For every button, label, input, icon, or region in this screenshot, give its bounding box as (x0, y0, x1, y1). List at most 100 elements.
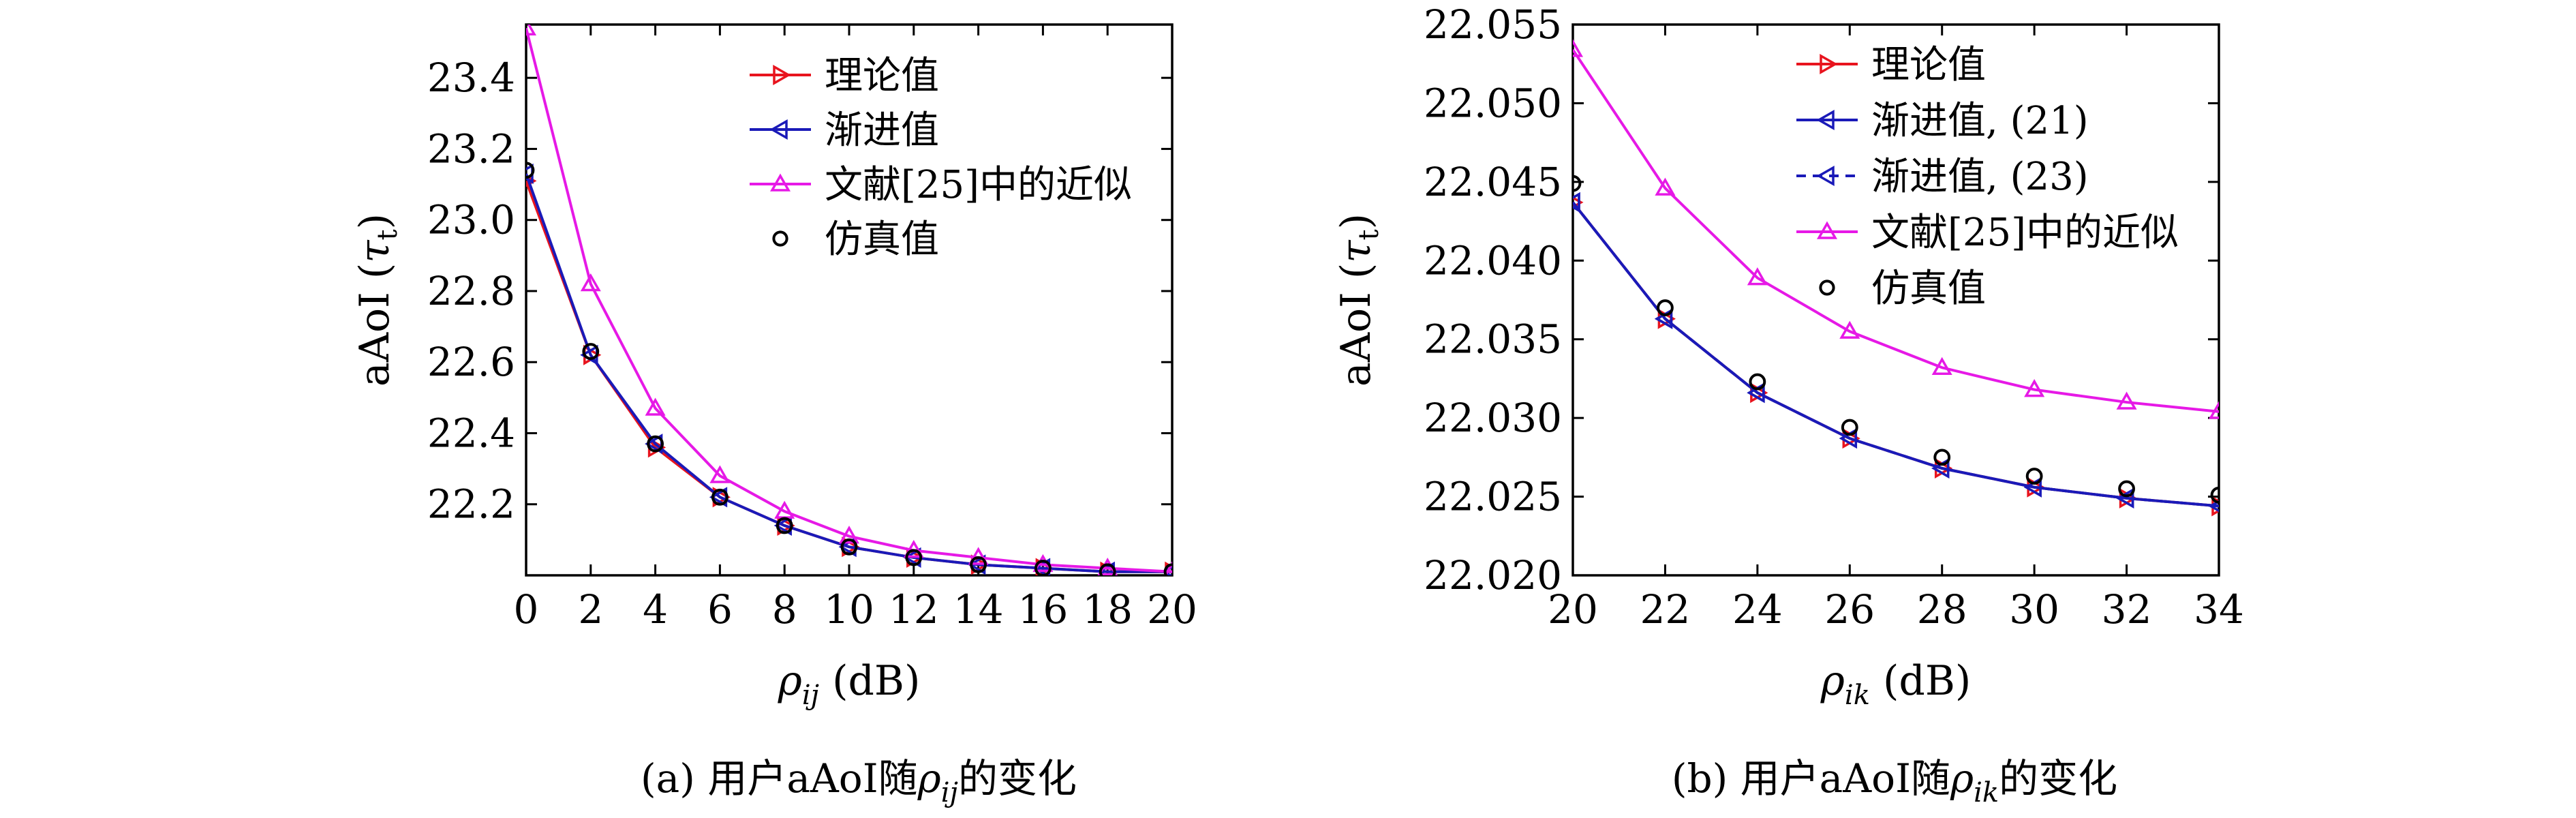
x-tick-label: 28 (1917, 586, 1967, 633)
data-point (1839, 320, 1860, 339)
data-point (968, 547, 989, 565)
data-point (1163, 563, 1172, 575)
y-tick-label: 22.055 (1424, 1, 1562, 48)
x-tick-label: 30 (2009, 586, 2059, 633)
series-line (1573, 48, 2219, 413)
data-point (903, 539, 924, 558)
caption-prefix: (a) 用户aAoI随 (641, 755, 918, 802)
series-line (1573, 201, 2219, 508)
x-axis-title: ρik (dB) (1820, 657, 1972, 711)
x-tick-label: 12 (889, 586, 939, 633)
x-axis-subscript: ik (1845, 680, 1870, 711)
x-tick-label: 2 (578, 586, 603, 633)
data-point (838, 526, 860, 544)
legend-entry: 仿真值 (1819, 267, 1986, 311)
x-tick-label: 10 (824, 586, 874, 633)
data-point (709, 465, 731, 483)
data-point (1841, 419, 1858, 436)
legend-marker (769, 119, 788, 140)
y-tick-label: 23.2 (427, 125, 515, 172)
data-point (1034, 560, 1052, 575)
caption-subscript: ik (1974, 777, 1999, 808)
caption-suffix: 的变化 (1999, 755, 2117, 802)
data-point (1933, 449, 1951, 466)
y-tick-label: 22.030 (1424, 395, 1562, 441)
legend-entry: 渐进值 (750, 108, 939, 153)
data-point (1573, 175, 1582, 192)
plot-frame (1571, 23, 2220, 577)
x-axis-subscript: ij (802, 680, 819, 711)
legend-entry: 渐进值, (23) (1796, 155, 2089, 199)
x-tick-label: 20 (1548, 586, 1598, 633)
y-axis-subscript: t (1353, 229, 1385, 240)
x-axis-symbol: ρ (778, 657, 802, 705)
legend-entry: 文献[25]中的近似 (1796, 211, 2179, 255)
plot-frame (525, 23, 1174, 577)
series-item-4 (1573, 175, 2219, 504)
data-point (1164, 561, 1172, 575)
data-point (580, 273, 601, 292)
y-axis-title: aAoI (τt) (1332, 213, 1385, 387)
data-point (1573, 39, 1584, 57)
legend-label: 渐进值, (23) (1871, 155, 2089, 199)
legend-marker (1816, 165, 1835, 187)
legend-label: 文献[25]中的近似 (825, 163, 1132, 207)
x-axis-unit: (dB) (819, 657, 920, 705)
y-axis-text: aAoI ( (1332, 263, 1380, 387)
x-tick-label: 0 (514, 586, 539, 633)
legend-entry: 渐进值, (21) (1796, 99, 2089, 143)
legend-marker (1819, 279, 1835, 296)
series-25-3 (1573, 39, 2219, 419)
x-tick-label: 26 (1824, 586, 1875, 633)
x-tick-label: 6 (707, 586, 733, 633)
legend-label: 仿真值 (825, 217, 939, 262)
x-tick-label: 4 (643, 586, 668, 633)
data-point (1931, 357, 1952, 376)
plot-area (526, 25, 1172, 575)
data-point (1657, 299, 1674, 316)
y-tick-label: 22.6 (427, 339, 515, 385)
y-tick-label: 22.025 (1424, 474, 1562, 520)
data-point (970, 556, 987, 573)
x-axis-unit: (dB) (1870, 657, 1971, 705)
panel-caption: (b) 用户aAoI随ρik的变化 (1672, 755, 2117, 808)
data-point (2116, 391, 2137, 410)
y-axis-subscript: t (372, 229, 403, 240)
series-item-3 (526, 162, 1172, 575)
x-tick-label: 22 (1640, 586, 1691, 633)
legend-entry: 仿真值 (772, 217, 939, 262)
series-25-2 (526, 25, 1172, 575)
x-tick-label: 18 (1082, 586, 1133, 633)
legend-label: 理论值 (1871, 43, 1986, 87)
data-point (2210, 486, 2219, 504)
y-tick-label: 22.8 (427, 268, 515, 314)
x-tick-label: 16 (1017, 586, 1068, 633)
data-point (2025, 468, 2043, 485)
caption-subscript: ij (941, 777, 958, 808)
x-tick-label: 32 (2102, 586, 2152, 633)
data-point (776, 517, 793, 534)
legend-label: 文献[25]中的近似 (1871, 211, 2179, 255)
series-line (526, 173, 1172, 573)
x-tick-label: 34 (2194, 586, 2244, 633)
data-point (1747, 267, 1768, 286)
legend-marker (772, 230, 788, 247)
data-point (1573, 192, 1580, 213)
legend-marker (1816, 221, 1838, 239)
y-tick-label: 22.045 (1424, 159, 1562, 205)
y-tick-label: 22.040 (1424, 237, 1562, 284)
data-point (645, 397, 666, 416)
y-tick-label: 22.4 (427, 410, 515, 456)
caption-symbol: ρ (917, 755, 941, 802)
y-axis-title: aAoI (τt) (351, 213, 403, 387)
x-tick-label: 14 (953, 586, 1004, 633)
data-point (2116, 487, 2134, 509)
data-point (647, 435, 664, 453)
data-point (905, 549, 923, 566)
x-tick-label: 20 (1147, 586, 1197, 633)
data-point (526, 25, 537, 35)
y-tick-label: 23.0 (427, 197, 515, 243)
x-axis-title: ρij (dB) (778, 657, 921, 711)
